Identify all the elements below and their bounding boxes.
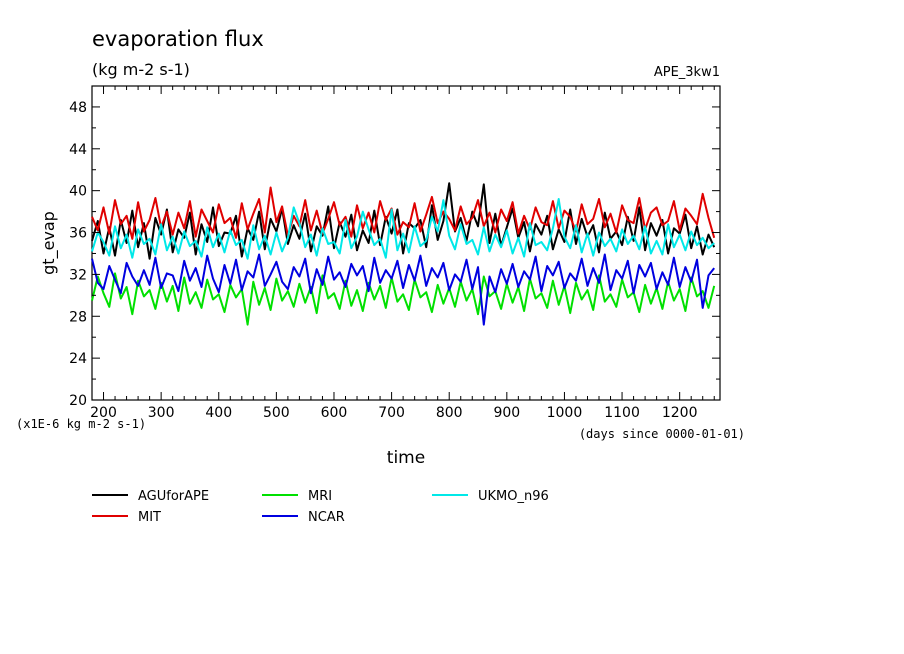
plot-frame — [91, 85, 721, 401]
x-axis-units: (days since 0000-01-01) — [579, 427, 745, 441]
legend-label: MIT — [138, 510, 161, 525]
legend: AGUforAPE MIT MRI NCAR UKMO_n96 — [92, 489, 549, 525]
x-tick-label: 600 — [321, 405, 348, 421]
x-tick-label: 1000 — [547, 405, 583, 421]
x-tick-label: 400 — [205, 405, 232, 421]
x-tick-label: 1100 — [604, 405, 640, 421]
chart-subtitle: (kg m-2 s-1) — [92, 60, 190, 79]
x-tick-label: 200 — [90, 405, 117, 421]
legend-item-aguforape: AGUforAPE — [92, 489, 209, 504]
chart-title: evaporation flux — [92, 27, 264, 51]
y-tick-label: 32 — [69, 267, 87, 283]
y-axis-units: (x1E-6 kg m-2 s-1) — [16, 417, 146, 431]
y-tick-label: 24 — [69, 351, 87, 367]
series-line-ncar — [91, 253, 715, 326]
series-line-mri — [91, 272, 716, 326]
legend-item-mri: MRI — [262, 489, 332, 504]
x-tick-label: 800 — [436, 405, 463, 421]
y-axis-ticks: 20 24 28 32 36 40 44 48 — [69, 85, 720, 409]
legend-label: AGUforAPE — [138, 489, 209, 504]
x-axis-label: time — [387, 448, 425, 468]
legend-label: UKMO_n96 — [478, 489, 549, 504]
plot-area: 20 24 28 32 36 40 44 48 200 300 400 500 600 700 800 90… — [69, 85, 721, 421]
series-line-ukmo-n96 — [91, 198, 715, 260]
legend-label: NCAR — [308, 510, 345, 525]
y-tick-label: 28 — [69, 309, 87, 325]
x-tick-label: 1200 — [662, 405, 698, 421]
series-layer — [91, 182, 716, 326]
legend-item-mit: MIT — [92, 510, 161, 525]
x-tick-label: 300 — [148, 405, 175, 421]
series-line-mit — [91, 186, 716, 240]
x-tick-label: 500 — [263, 405, 290, 421]
legend-label: MRI — [308, 489, 332, 504]
x-tick-label: 900 — [493, 405, 520, 421]
legend-item-ukmo-n96: UKMO_n96 — [432, 489, 549, 504]
y-tick-label: 48 — [69, 100, 87, 116]
x-axis-ticks: 200 300 400 500 600 700 800 900 1000 1100 1200 — [90, 86, 715, 421]
legend-item-ncar: NCAR — [262, 510, 345, 525]
y-tick-label: 40 — [69, 184, 87, 200]
x-tick-label: 700 — [378, 405, 405, 421]
experiment-label: APE_3kw1 — [654, 65, 720, 80]
y-tick-label: 44 — [69, 142, 87, 158]
y-tick-label: 36 — [69, 226, 87, 242]
y-tick-label: 20 — [69, 393, 87, 409]
y-axis-label: gt_evap — [39, 211, 59, 275]
